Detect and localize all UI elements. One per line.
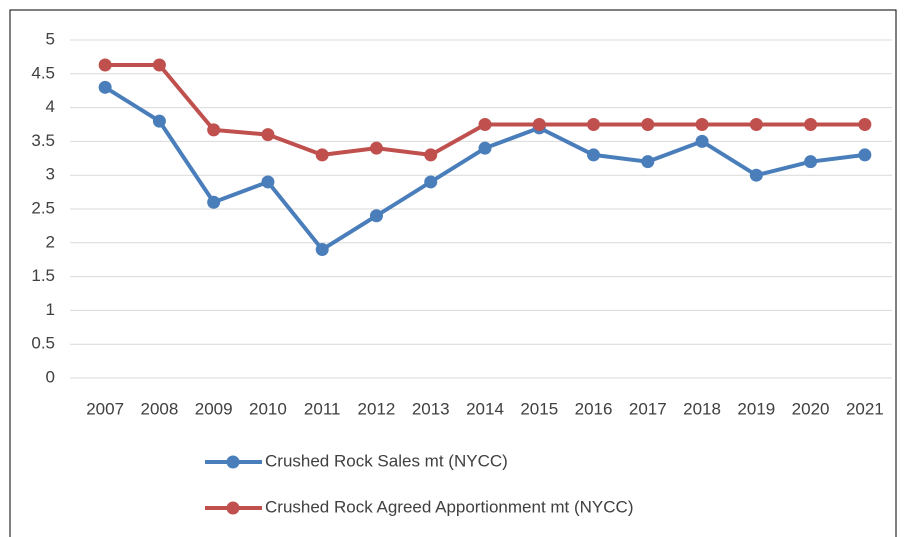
point (152, 114, 166, 128)
point (478, 141, 492, 155)
x-tick-label: 2018 (683, 399, 721, 418)
point (749, 168, 763, 182)
y-tick-label: 5 (46, 29, 55, 48)
y-tick-label: 4.5 (31, 63, 55, 82)
x-tick-label: 2020 (792, 399, 830, 418)
point (858, 118, 872, 131)
legend-marker (226, 455, 240, 469)
point (587, 148, 601, 162)
y-tick-label: 0.5 (31, 334, 55, 353)
x-tick-label: 2012 (358, 399, 396, 418)
x-tick-label: 2007 (86, 399, 124, 418)
y-tick-label: 3.5 (31, 131, 55, 150)
point (98, 58, 112, 72)
chart-border (9, 9, 897, 537)
legend-label: Crushed Rock Agreed Apportionment mt (NY… (265, 497, 634, 516)
point (641, 155, 655, 169)
x-tick-label: 2008 (140, 399, 178, 418)
point (98, 80, 112, 94)
y-tick-label: 1 (46, 300, 55, 319)
point (207, 123, 221, 137)
x-tick-label: 2017 (629, 399, 667, 418)
x-tick-label: 2010 (249, 399, 287, 418)
point (369, 141, 383, 155)
y-tick-label: 3 (46, 165, 55, 184)
y-tick-label: 1.5 (31, 266, 55, 285)
point (695, 118, 709, 131)
x-tick-label: 2011 (304, 399, 341, 418)
point (152, 58, 166, 72)
point (478, 118, 492, 131)
point (641, 118, 655, 131)
point (587, 118, 601, 131)
point (804, 155, 818, 169)
point (315, 148, 329, 162)
point (315, 243, 329, 257)
x-tick-label: 2014 (466, 399, 504, 418)
point (424, 148, 438, 162)
point (261, 175, 275, 189)
y-tick-label: 2 (46, 232, 55, 251)
point (369, 209, 383, 223)
legend-label: Crushed Rock Sales mt (NYCC) (265, 451, 508, 470)
point (424, 175, 438, 189)
x-tick-label: 2013 (412, 399, 450, 418)
x-tick-label: 2009 (195, 399, 233, 418)
legend-marker (226, 501, 240, 515)
point (207, 195, 221, 209)
y-tick-label: 4 (46, 97, 55, 116)
series-line (104, 85, 866, 252)
point (749, 118, 763, 131)
y-tick-label: 2.5 (31, 198, 55, 217)
x-tick-label: 2015 (520, 399, 558, 418)
x-tick-label: 2019 (737, 399, 775, 418)
x-tick-label: 2021 (846, 399, 884, 418)
point (695, 134, 709, 148)
point (532, 118, 546, 131)
point (858, 148, 872, 162)
y-tick-label: 0 (46, 367, 55, 386)
x-tick-label: 2016 (575, 399, 613, 418)
point (804, 118, 818, 131)
point (261, 128, 275, 142)
